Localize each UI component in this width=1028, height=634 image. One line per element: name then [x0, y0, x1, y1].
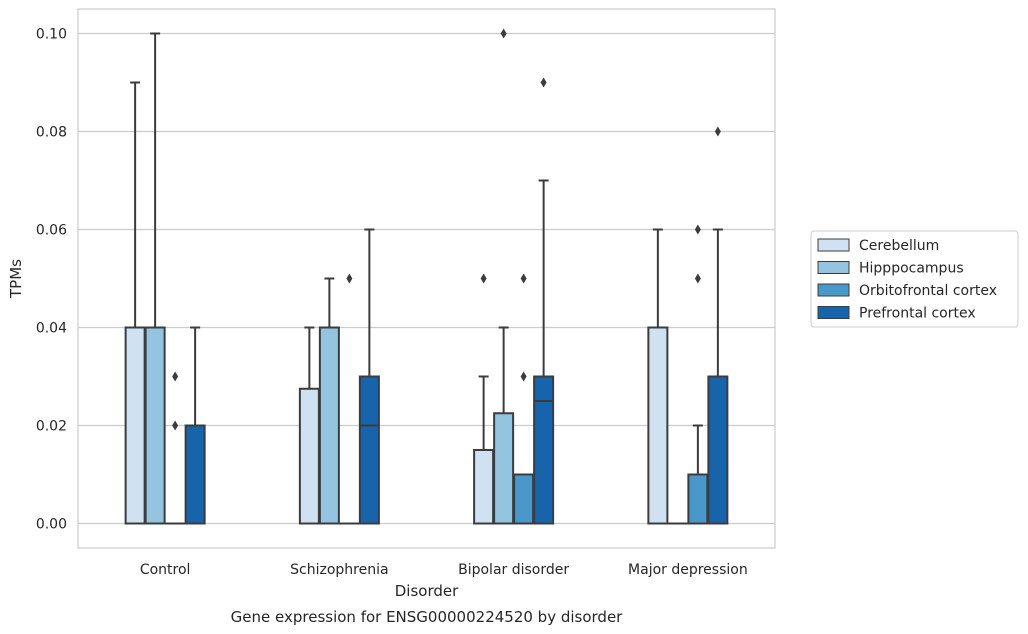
box-cerebellum [647, 228, 669, 525]
y-axis-ticks: 0.00 0.02 0.04 0.06 0.08 0.10 [36, 27, 67, 533]
box-body [318, 326, 340, 525]
legend-label: Orbitofrontal cortex [859, 283, 997, 299]
outlier-point [540, 77, 547, 88]
box-hipppocampus [318, 277, 340, 525]
box-orbitofrontal-cortex [513, 273, 535, 525]
legend-label: Prefrontal cortex [859, 306, 976, 322]
box-body [184, 424, 206, 525]
legend-item: Prefrontal cortex [817, 306, 976, 322]
box-body [647, 326, 669, 525]
boxes-layer [124, 28, 729, 525]
legend-swatch [817, 261, 850, 274]
legend-label: Cerebellum [859, 238, 939, 254]
box-body [513, 473, 535, 525]
box-hipppocampus [144, 32, 166, 525]
outlier-point [480, 273, 487, 284]
box-body [493, 412, 515, 525]
legend-swatch [817, 283, 850, 297]
legend-swatch [817, 306, 850, 319]
box-body [358, 375, 380, 525]
box-orbitofrontal-cortex [338, 273, 360, 525]
box-body [473, 449, 495, 525]
outlier-point [694, 224, 701, 235]
outlier-point [172, 420, 179, 431]
box-prefrontal-cortex [184, 326, 206, 525]
box-cerebellum [298, 326, 320, 525]
box-body [298, 387, 320, 525]
x-tick-label: Schizophrenia [290, 562, 388, 578]
box-prefrontal-cortex [358, 228, 380, 525]
box-cerebellum [473, 273, 495, 525]
x-axis-label: Disorder [395, 582, 459, 600]
box-body [687, 473, 709, 525]
y-tick-label: 0.06 [36, 223, 67, 239]
legend-label: Hipppocampus [859, 261, 964, 277]
box-orbitofrontal-cortex [687, 224, 709, 525]
y-tick-label: 0.04 [36, 321, 67, 337]
box-cerebellum [124, 81, 146, 525]
outlier-point [714, 126, 721, 137]
box-prefrontal-cortex [707, 126, 729, 525]
x-tick-label: Bipolar disorder [458, 562, 569, 578]
y-tick-label: 0.00 [36, 517, 67, 533]
x-tick-label: Control [140, 562, 191, 578]
box-orbitofrontal-cortex [164, 371, 186, 525]
y-tick-label: 0.02 [36, 419, 67, 435]
outlier-point [172, 371, 179, 382]
box-hipppocampus [493, 28, 515, 525]
grid-lines [78, 32, 775, 525]
box-body [124, 326, 146, 525]
outlier-point [346, 273, 353, 284]
outlier-point [520, 273, 527, 284]
y-axis-label: TPMs [7, 259, 25, 299]
box-prefrontal-cortex [533, 77, 555, 525]
outlier-point [500, 28, 507, 39]
box-body [144, 326, 166, 525]
y-tick-label: 0.08 [36, 125, 67, 141]
box-body [533, 375, 555, 525]
x-tick-label: Major depression [628, 562, 748, 578]
plot-frame [77, 8, 776, 549]
y-tick-label: 0.10 [36, 27, 67, 43]
chart-caption: Gene expression for ENSG00000224520 by d… [231, 608, 624, 626]
legend-item: Hipppocampus [817, 261, 964, 277]
outlier-point [694, 273, 701, 284]
legend-frame [810, 230, 1019, 328]
legend-item: Cerebellum [817, 238, 939, 254]
outlier-point [520, 371, 527, 382]
box-body [707, 375, 729, 525]
x-axis-ticks: Control Schizophrenia Bipolar disorder Majo… [140, 562, 748, 578]
legend-swatch [817, 238, 850, 252]
legend-item: Orbitofrontal cortex [817, 283, 997, 299]
legend: Cerebellum Hipppocampus Orbitofrontal cort… [810, 230, 1019, 328]
